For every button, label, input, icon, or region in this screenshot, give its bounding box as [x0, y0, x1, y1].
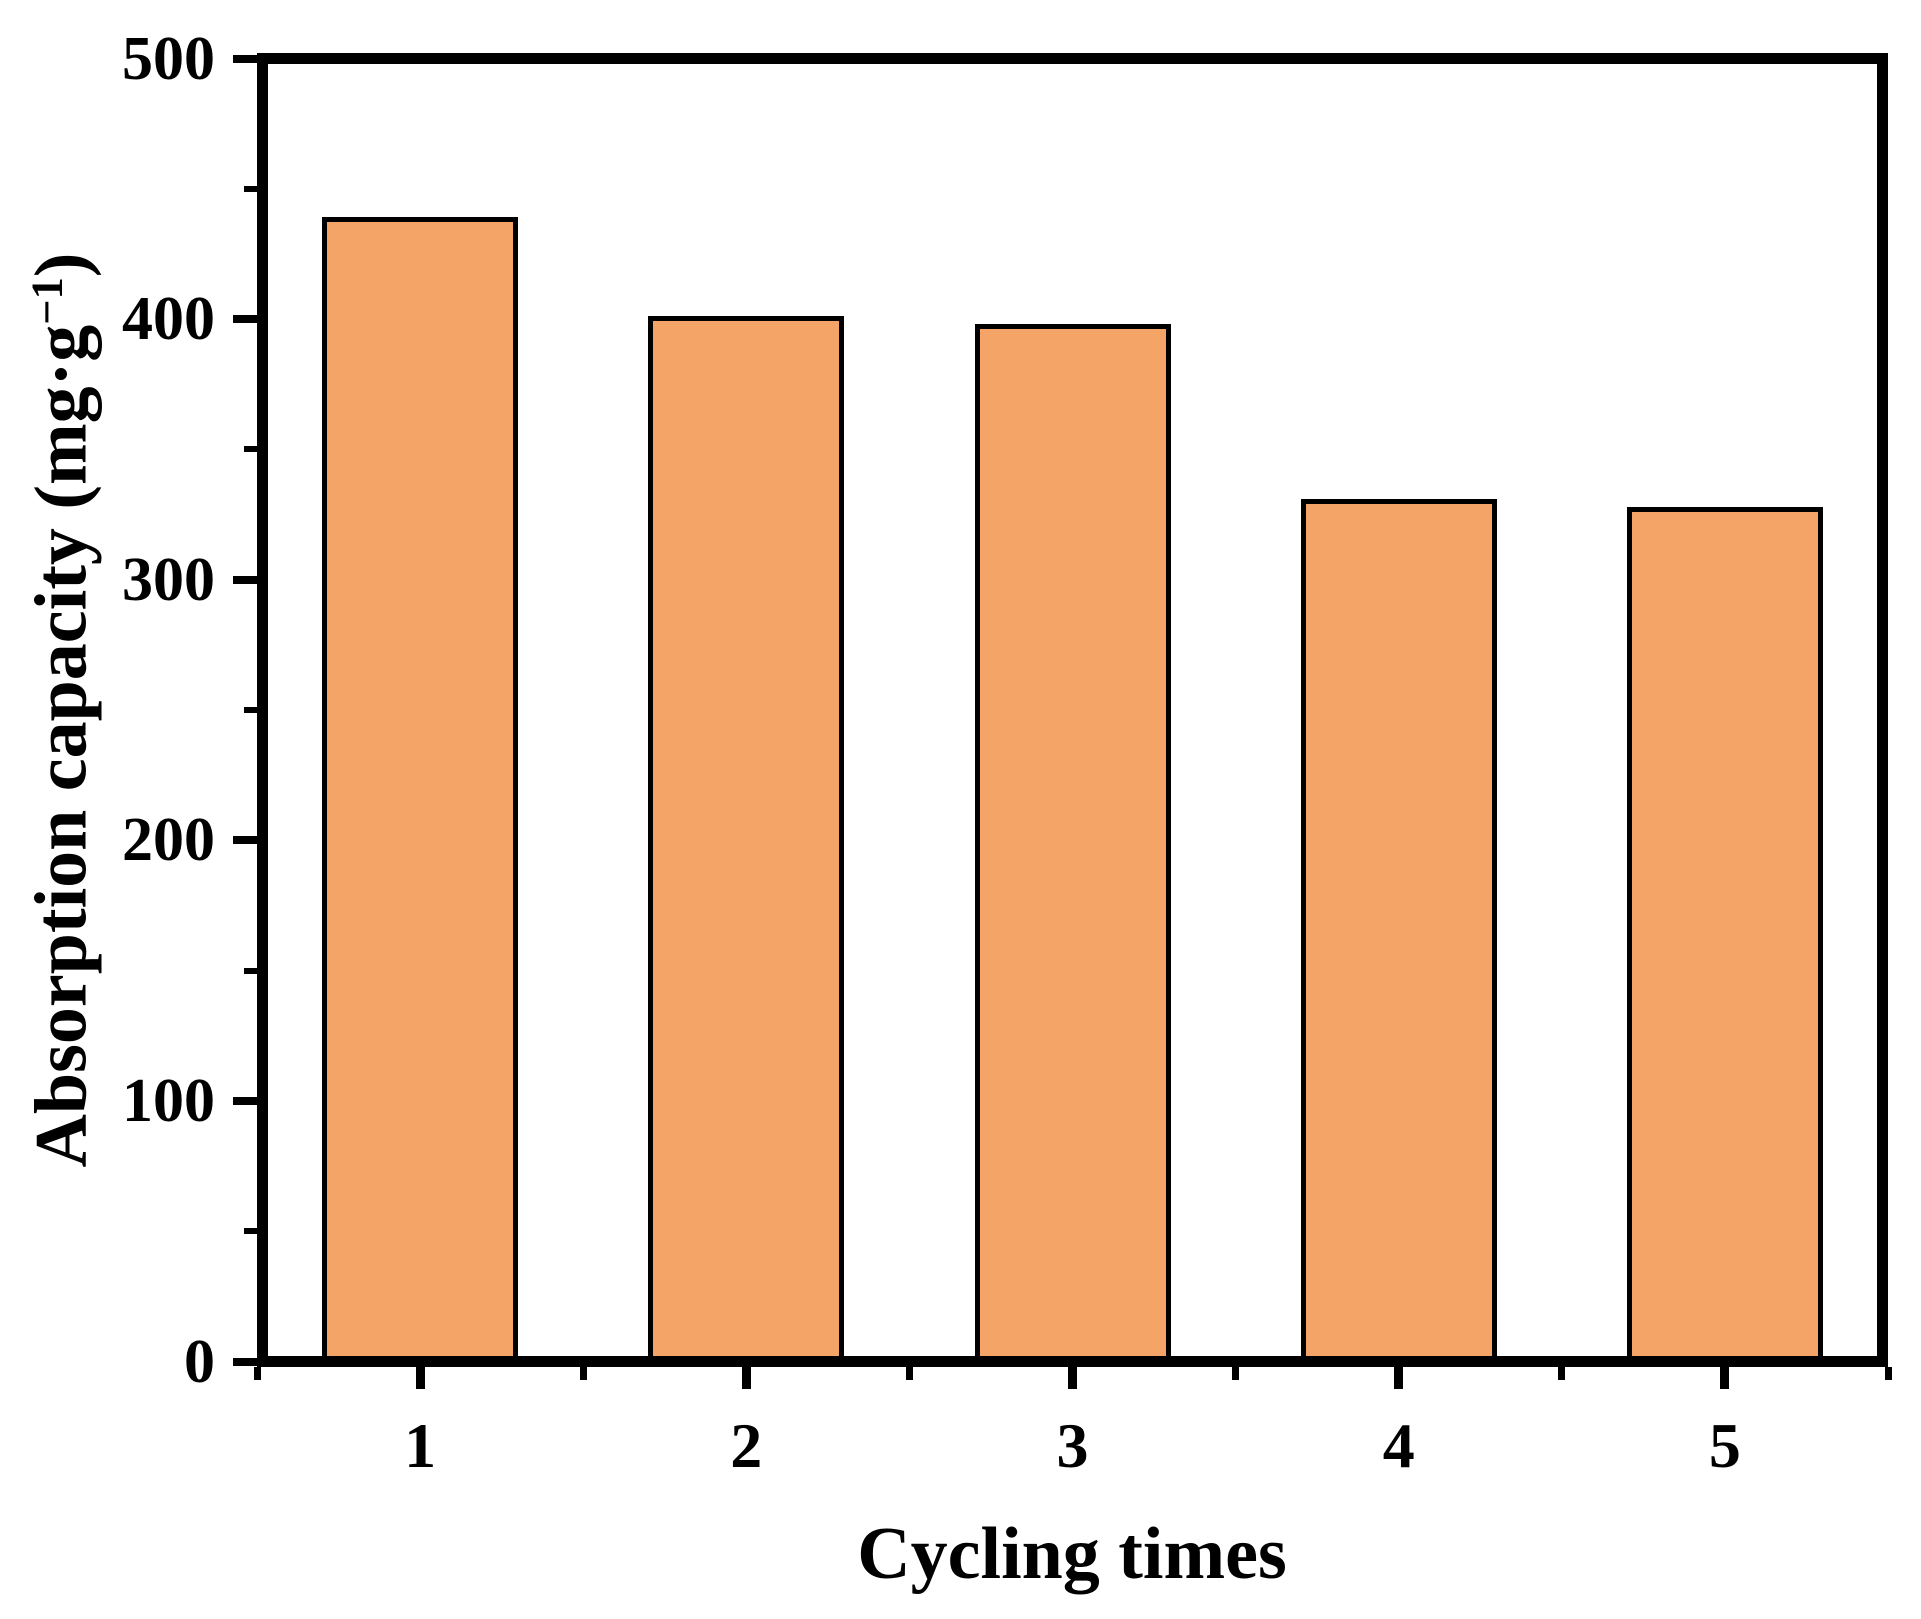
- x-tick-label-5: 5: [1708, 1410, 1741, 1481]
- y-axis-title: Absorption capacity (mg·g−1): [20, 253, 105, 1168]
- x-major-tick-2: [741, 1367, 751, 1389]
- x-minor-tick-3: [1232, 1367, 1240, 1380]
- x-tick-label-2: 2: [730, 1410, 763, 1481]
- y-tick-label-100: 100: [122, 1066, 215, 1135]
- y-major-tick-0: [233, 1357, 257, 1366]
- y-tick-label-500: 500: [122, 24, 215, 93]
- y-major-tick-300: [233, 575, 257, 584]
- bar-1: [322, 217, 519, 1367]
- x-minor-tick-2: [905, 1367, 913, 1380]
- x-minor-tick-5: [1884, 1367, 1892, 1380]
- bar-2: [648, 316, 845, 1367]
- bar-5: [1626, 506, 1823, 1367]
- y-minor-tick-350: [244, 446, 257, 453]
- x-tick-label-3: 3: [1056, 1410, 1089, 1481]
- y-tick-label-200: 200: [122, 806, 215, 875]
- y-minor-tick-250: [244, 707, 257, 713]
- y-minor-tick-50: [244, 1228, 257, 1235]
- y-tick-label-0: 0: [184, 1327, 215, 1396]
- x-major-tick-5: [1720, 1367, 1730, 1389]
- bar-4: [1300, 498, 1497, 1367]
- x-minor-tick-0: [253, 1367, 261, 1380]
- y-axis-title-superscript: −1: [21, 277, 72, 325]
- y-axis-title-suffix: ): [20, 252, 103, 278]
- x-major-tick-1: [415, 1367, 425, 1389]
- y-axis-title-prefix: Absorption capacity (mg·g: [20, 324, 103, 1168]
- y-major-tick-200: [233, 836, 257, 845]
- x-minor-tick-1: [579, 1367, 587, 1380]
- y-major-tick-500: [233, 54, 257, 63]
- x-minor-tick-4: [1558, 1367, 1566, 1380]
- y-tick-label-300: 300: [122, 545, 215, 614]
- y-minor-tick-150: [244, 967, 257, 974]
- y-tick-label-400: 400: [122, 285, 215, 354]
- x-axis-title: Cycling times: [857, 1513, 1287, 1595]
- x-tick-label-1: 1: [404, 1410, 437, 1481]
- x-major-tick-4: [1394, 1367, 1404, 1389]
- y-major-tick-100: [233, 1096, 257, 1105]
- x-tick-label-4: 4: [1382, 1410, 1415, 1481]
- x-major-tick-3: [1068, 1367, 1077, 1389]
- y-minor-tick-450: [244, 185, 257, 192]
- bar-3: [974, 324, 1171, 1367]
- y-major-tick-400: [233, 315, 257, 324]
